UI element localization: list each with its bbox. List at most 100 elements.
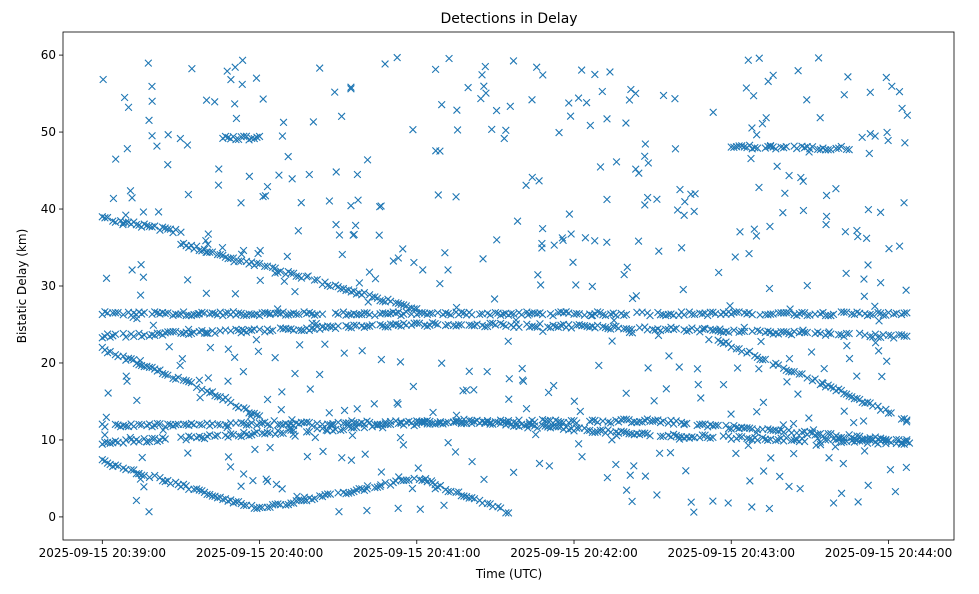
data-point [408,484,417,493]
data-point [525,420,534,428]
data-point [437,100,446,109]
data-point [376,320,384,329]
y-axis-label: Bistatic Delay (km) [15,229,29,344]
data-point [308,319,317,327]
data-point [334,322,342,330]
data-point [572,309,581,318]
data-point [226,398,235,407]
data-point [103,348,112,357]
data-point [370,400,379,408]
data-point [323,281,332,290]
data-point [373,421,382,430]
data-point [351,221,360,230]
data-point [698,420,707,429]
data-point [732,308,741,316]
data-point [208,492,217,500]
data-point [271,269,279,277]
data-point [676,185,684,194]
data-point [515,323,523,332]
data-point [322,426,331,434]
data-point [666,448,675,457]
data-point [410,258,418,267]
data-point [709,108,717,117]
data-point [522,404,531,413]
data-point [824,145,833,154]
data-point [360,309,369,317]
data-point [794,390,802,398]
data-point [779,328,788,336]
data-point [874,347,883,355]
data-point [318,322,327,331]
data-point [237,482,245,491]
data-point [716,325,724,333]
data-point [399,421,408,429]
data-point [871,338,880,347]
data-point [286,424,295,432]
data-point [431,484,440,493]
data-point [558,234,567,242]
y-axis-ticks: 0 10 20 30 40 50 60 [41,48,63,524]
data-point [126,433,135,442]
data-point [640,429,649,437]
data-point [245,172,254,181]
data-point [641,140,650,148]
data-point [555,128,563,137]
data-point [752,131,761,139]
data-point [129,466,138,474]
data-point [454,320,463,329]
data-point [276,429,285,437]
data-point [789,419,798,428]
data-point [593,321,602,330]
data-point [875,317,883,325]
data-point [122,333,130,341]
data-point [354,196,362,204]
data-point [251,445,259,454]
data-point [538,71,547,79]
data-point [843,341,851,350]
data-point [796,484,804,493]
data-point [840,438,848,446]
data-point [900,332,908,340]
data-point [98,333,107,342]
data-point [512,316,520,324]
data-point [491,321,500,329]
data-point [863,398,872,407]
data-point [772,436,780,445]
data-point [396,433,405,442]
data-point [829,499,838,507]
data-point [769,71,777,80]
data-point [799,326,807,334]
data-point [533,424,542,432]
data-point [188,64,196,73]
data-point [538,310,547,319]
data-point [834,330,843,339]
data-point [644,159,653,167]
data-point [444,487,453,496]
data-point [764,77,772,86]
data-point [176,361,184,370]
data-point [772,145,780,153]
data-point [464,83,472,92]
data-point [279,429,287,438]
data-point [246,412,255,420]
data-point [759,398,768,407]
data-point [599,322,607,331]
data-point [468,310,476,319]
data-point [237,432,245,441]
data-point [418,266,427,274]
data-point [861,331,869,339]
data-point [884,409,893,417]
data-point [305,170,314,179]
data-point [688,310,696,319]
data-point [853,232,862,241]
data-point [336,285,345,293]
data-point [394,504,402,513]
data-point [737,142,746,150]
data-point [651,416,660,425]
data-point [814,54,823,62]
data-point [121,211,130,219]
data-point [368,321,377,329]
data-point [394,321,403,330]
data-point [255,132,264,141]
data-point [302,428,311,436]
